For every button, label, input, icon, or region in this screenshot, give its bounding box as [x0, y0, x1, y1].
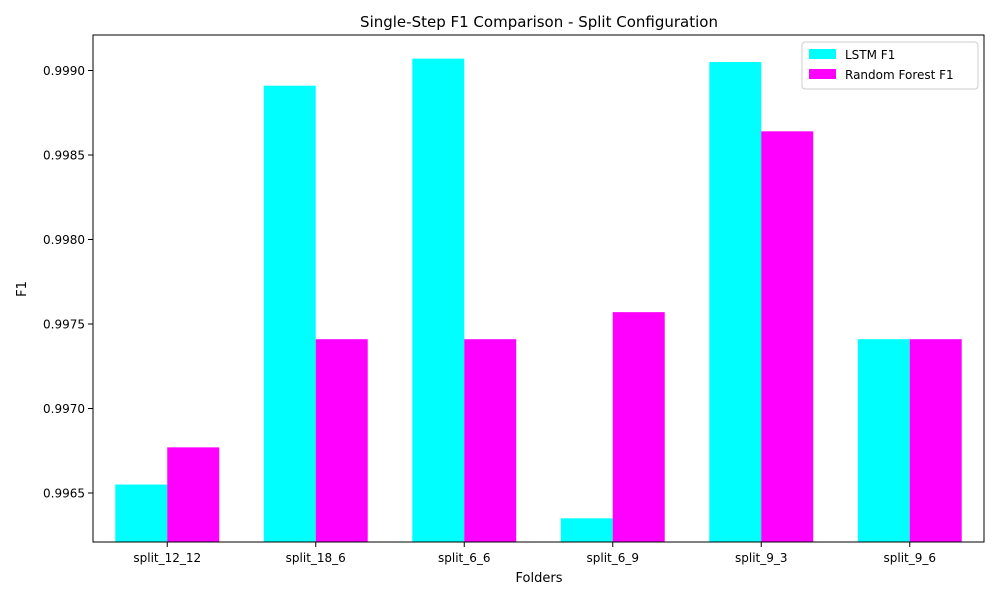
- bar-random-forest-split-9-3: [761, 131, 814, 542]
- bar-random-forest-split-6-9: [612, 312, 665, 542]
- x-tick-label: split_6_6: [438, 551, 491, 565]
- x-tick-label: split_9_6: [883, 551, 936, 565]
- bar-lstm-split-9-6: [857, 339, 910, 542]
- chart-title: Single-Step F1 Comparison - Split Config…: [360, 13, 718, 31]
- x-axis-label: Folders: [516, 571, 563, 586]
- bar-random-forest-split-9-6: [909, 339, 962, 542]
- legend-swatch-random-forest: [809, 69, 836, 79]
- y-axis-label: F1: [15, 281, 30, 297]
- legend: LSTM F1 Random Forest F1: [801, 41, 979, 90]
- legend-box: [801, 41, 979, 90]
- y-tick-label: 0.9980: [43, 233, 85, 247]
- bar-random-forest-split-18-6: [315, 339, 368, 542]
- y-tick-label: 0.9975: [43, 317, 85, 331]
- legend-swatch-lstm: [809, 49, 836, 59]
- bar-random-forest-split-6-6: [464, 339, 517, 542]
- x-tick-label: split_9_3: [735, 551, 788, 565]
- bar-lstm-split-12-12: [115, 484, 168, 542]
- bars-layer: [115, 58, 962, 542]
- y-tick-label: 0.9985: [43, 148, 85, 162]
- bar-random-forest-split-12-12: [167, 447, 220, 542]
- x-tick-label: split_18_6: [286, 551, 346, 565]
- y-tick-label: 0.9990: [43, 64, 85, 78]
- bar-lstm-split-9-3: [709, 62, 762, 542]
- legend-label-lstm: LSTM F1: [845, 48, 895, 62]
- y-axis: 0.9965 0.9970 0.9975 0.9980 0.9985 0.9990: [43, 64, 93, 500]
- x-tick-label: split_6_9: [586, 551, 639, 565]
- x-tick-label: split_12_12: [133, 551, 201, 565]
- y-tick-label: 0.9965: [43, 486, 85, 500]
- y-tick-label: 0.9970: [43, 402, 85, 416]
- bar-lstm-split-6-9: [560, 518, 613, 542]
- legend-label-random-forest: Random Forest F1: [845, 68, 954, 82]
- x-axis: split_12_12 split_18_6 split_6_6 split_6_9 s…: [133, 542, 936, 565]
- plot-frame: [92, 34, 985, 543]
- bar-lstm-split-6-6: [412, 58, 465, 542]
- bar-lstm-split-18-6: [263, 85, 316, 542]
